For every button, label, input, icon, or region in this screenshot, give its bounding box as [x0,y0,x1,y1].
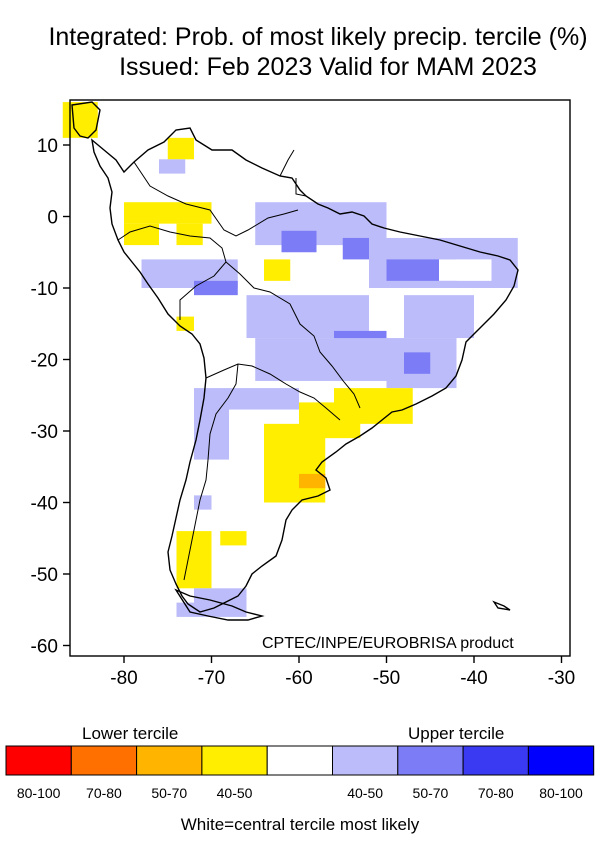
lat-tick-label: -40 [31,494,58,515]
forecast-cell [439,259,492,281]
forecast-cell [124,223,159,246]
lon-tick-label: -50 [373,668,400,689]
forecast-cell [124,202,212,224]
forecast-cell [404,352,431,374]
legend-lower-label: Lower tercile [82,724,179,743]
title-line-2: Issued: Feb 2023 Valid for MAM 2023 [119,53,537,81]
title-line-1: Integrated: Prob. of most likely precip.… [48,23,588,51]
forecast-cell [176,531,212,589]
axis-ticks: -80 -70 -60 -50 -40 -30 10 0 -10 -20 -30 -40 -50 -60 [31,136,576,689]
forecast-cell [194,495,212,510]
forecast-cell [334,388,413,424]
coastline [71,101,519,621]
forecast-cell [159,159,186,174]
legend-swatch [70,745,138,776]
forecast-cell [176,602,247,617]
forecast-cell [342,237,369,260]
forecast-cell [281,230,317,253]
map-frame [69,99,571,657]
legend-swatch [462,745,529,776]
forecast-cell [404,295,474,339]
legend-swatch [332,745,399,776]
legend-upper-label: Upper tercile [408,724,505,743]
legend-swatch [201,745,268,776]
legend-bin-label: 50-70 [412,785,449,801]
forecast-cell [299,473,326,489]
lon-tick-label: -40 [460,668,487,689]
lat-tick-label: -60 [31,637,58,658]
legend-bin-label: 70-80 [86,785,122,801]
lat-tick-label: -30 [31,422,58,443]
forecast-cells [62,102,518,617]
lat-tick-label: -50 [31,565,58,586]
lat-tick-label: -10 [31,279,58,300]
forecast-cell [220,531,247,546]
country-borders [117,149,361,581]
lon-tick-label: -70 [198,668,225,689]
lon-tick-label: -60 [285,668,312,689]
legend-swatch [5,745,72,776]
lat-tick-label: 10 [37,136,58,157]
legend-swatch [136,745,203,776]
legend-bin-label: 80-100 [16,785,61,801]
forecast-cell [62,102,98,138]
lat-tick-label: -20 [31,351,58,372]
lon-tick-label: -80 [110,668,137,689]
forecast-cell [255,338,387,381]
legend-bin-label: 40-50 [347,785,384,801]
legend-bin-label: 70-80 [477,785,514,801]
legend-bin-label: 40-50 [216,785,253,801]
forecast-cell [264,259,291,281]
product-credit: CPTEC/INPE/EUROBRISA product [262,635,514,652]
legend-colorbar [5,745,595,776]
forecast-cell [194,280,238,296]
forecast-cell [176,223,203,246]
legend-swatch [397,745,464,776]
legend-footer: White=central tercile most likely [180,815,420,834]
legend-bin-label: 80-100 [539,785,583,801]
forecast-cell [229,388,299,410]
lon-tick-label: -30 [548,668,575,689]
legend-swatch [266,745,334,776]
legend-swatch [527,745,595,776]
legend-bin-label: 50-70 [151,785,188,801]
forecast-cell [167,137,194,160]
lat-tick-label: 0 [47,208,58,229]
